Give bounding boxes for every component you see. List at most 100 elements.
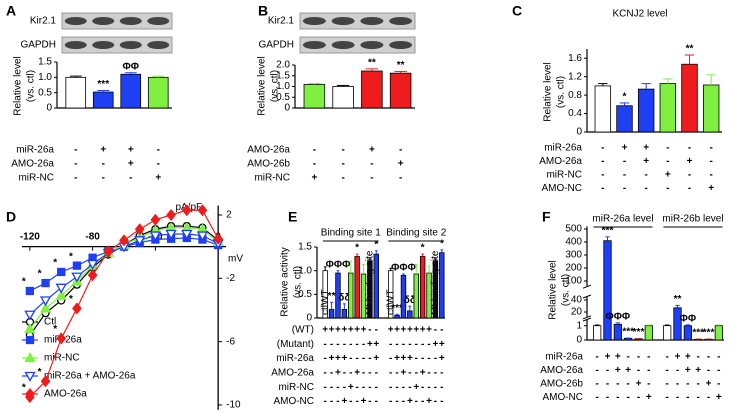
significance: * [69,251,73,262]
condition-sign: - [686,379,689,390]
bar [373,253,380,319]
condition-sign: - [637,352,640,363]
data-point [39,302,52,313]
blot-strip [299,36,416,54]
condition-sign: - [355,353,358,364]
condition-sign: - [623,156,626,167]
data-point [55,289,67,300]
condition-sign: + [407,396,413,407]
bar [702,84,720,133]
condition-name: AMO-26a [540,365,583,376]
condition-sign: - [707,392,710,403]
condition-name: AMO-26b [247,159,290,170]
blot-band [147,17,170,25]
significance: * [440,238,444,249]
condition-sign: + [361,325,367,336]
y-tick-label: 1.0 [298,265,312,276]
condition-sign: - [313,145,316,156]
y-tick-label: 400 [565,237,582,248]
condition-sign: - [355,382,358,393]
condition-sign: + [367,339,373,350]
blot-label: GAPDH [20,40,56,51]
condition-sign: - [421,382,424,393]
bar [413,273,419,319]
condition-sign: - [434,396,437,407]
condition-sign: + [643,143,649,154]
condition-name: AMO-26b [540,379,583,390]
condition-name: AMO-26a [539,156,582,167]
data-point [57,267,66,277]
condition-sign: - [389,353,392,364]
condition-sign: - [688,143,691,154]
significance: * [69,294,73,305]
blot-strip [61,36,173,54]
x-tick-label: -80 [85,231,100,242]
condition-sign: - [74,145,77,156]
blot-band [360,41,384,49]
data-point [87,269,98,282]
group-label: miR-26b level [662,214,723,225]
bar-label: Mt binding site [365,250,376,315]
condition-sign: - [601,156,604,167]
condition-sign: - [616,392,619,403]
chart-title: KCNJ2 level [612,9,667,20]
significance: * [53,258,57,269]
data-point [72,261,82,270]
bar [439,252,445,319]
condition-sign: - [696,352,699,363]
condition-sign: - [676,365,679,376]
condition-name: miR-26a [276,353,314,364]
condition-sign: + [615,365,621,376]
condition-sign: + [685,365,691,376]
condition-sign: - [717,352,720,363]
blot-band [64,17,87,25]
significance: * [22,383,26,394]
legend-marker [25,387,35,401]
condition-sign: - [595,352,598,363]
blot-band [147,41,170,49]
condition-sign: - [389,368,392,379]
significance: * [53,324,57,335]
condition-sign: - [717,365,720,376]
condition-sign: - [421,339,424,350]
panel-letter: D [6,209,16,225]
condition-sign: - [395,382,398,393]
bar [394,314,400,319]
condition-sign: + [622,143,628,154]
significance: δδ [338,292,350,303]
condition-sign: - [157,159,160,170]
y-tick-label: 1.5 [276,70,290,81]
condition-sign: - [368,325,371,336]
condition-sign: - [616,379,619,390]
condition-sign: - [626,352,629,363]
condition-sign: - [676,392,679,403]
significance: ** [368,58,376,69]
data-point [41,278,50,288]
condition-sign: - [434,325,437,336]
condition-sign: - [362,339,365,350]
condition-name: miR-26a [545,352,583,363]
condition-sign: + [426,396,432,407]
condition-sign: - [709,170,712,181]
axis-break [582,294,592,299]
condition-sign: + [413,325,419,336]
bar-label: ctlWT [320,289,331,315]
blot-strip [61,12,173,30]
condition-sign: - [389,396,392,407]
condition-sign: - [415,368,418,379]
condition-sign: - [343,339,346,350]
condition-sign: - [399,145,402,156]
condition-sign: - [606,392,609,403]
condition-sign: + [394,325,400,336]
y-tick-label: 100 [565,276,582,287]
significance: ΦΦ [680,313,696,324]
bar [624,337,633,341]
condition-sign: + [708,183,714,194]
condition-sign: - [324,353,327,364]
panel-letter: F [542,209,551,225]
condition-sign: - [408,368,411,379]
condition-sign: - [102,173,105,184]
y-axis-label: Relative level [257,56,268,115]
significance: * [421,243,425,254]
